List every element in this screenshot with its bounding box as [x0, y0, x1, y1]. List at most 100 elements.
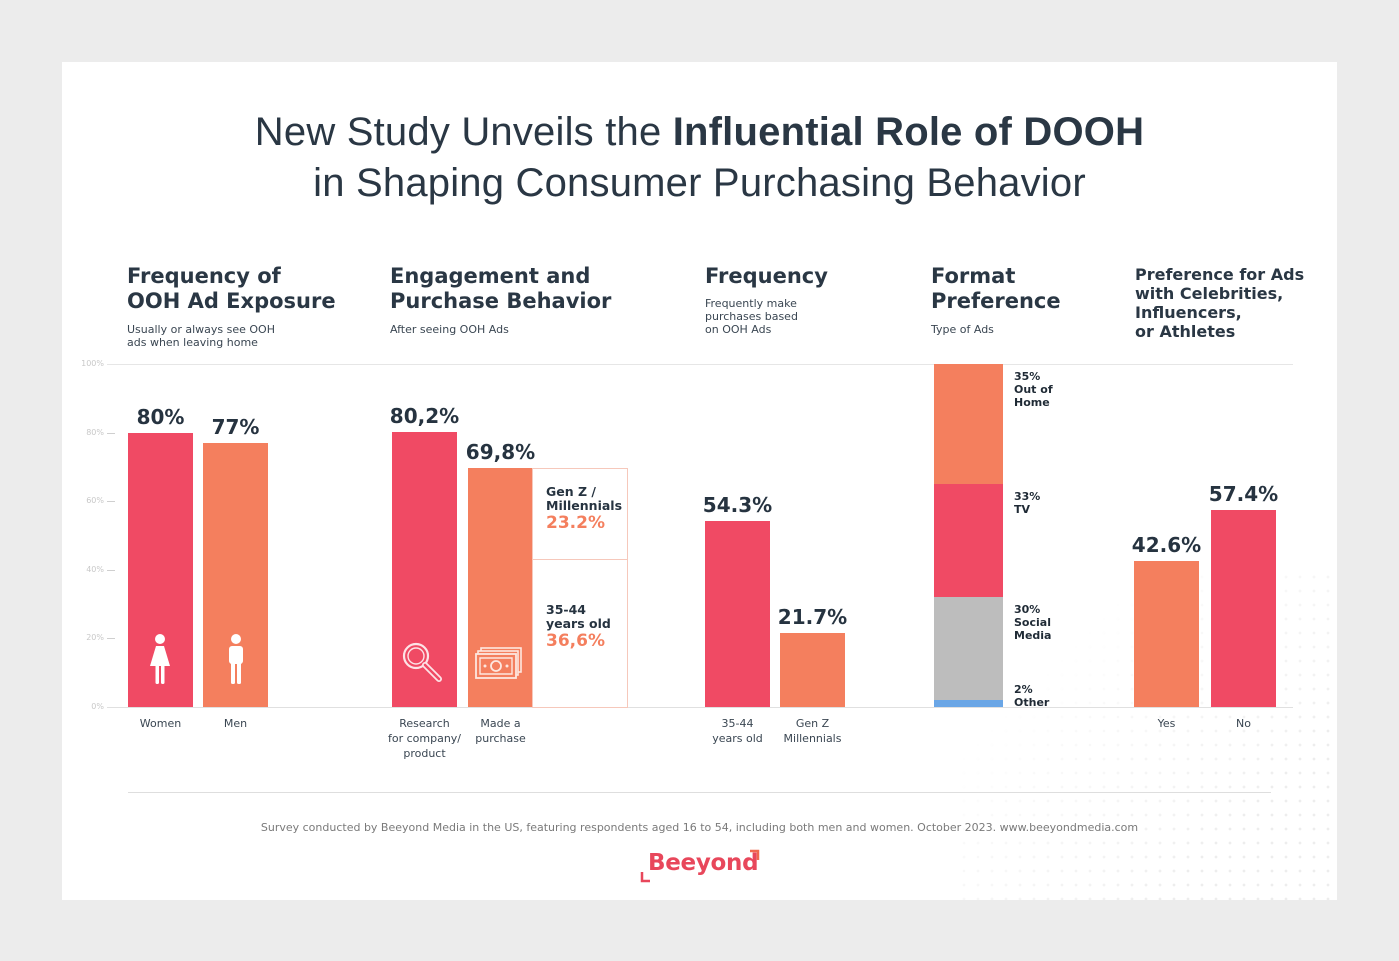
category-label-line: 35-44: [721, 717, 754, 730]
exposure-subtitle-line-1: Usually or always see OOH: [127, 323, 275, 336]
data-label: 54.3%: [702, 492, 773, 517]
celebrity-title: Preference for Ads with Celebrities, Inf…: [1135, 265, 1304, 341]
breakdown-value: 23.2%: [546, 513, 605, 533]
frequency-subtitle-line-1: Frequently make: [705, 297, 797, 310]
frequency-subtitle-line-3: on OOH Ads: [705, 323, 772, 336]
y-tick-label: 0%: [91, 702, 104, 711]
category-label: Research for company/product: [372, 716, 477, 761]
y-tick-label: 40%: [86, 564, 104, 574]
engagement-title-line-2: Purchase Behavior: [390, 289, 612, 313]
exposure-title-line-1: Frequency of: [127, 264, 281, 288]
data-label: 57.4%: [1208, 482, 1279, 507]
segment-label: 33% TV: [1014, 490, 1040, 516]
logo-brackets-icon: [640, 849, 760, 883]
bar-4-1: [1211, 510, 1276, 707]
title-bold-part: Influential Role of DOOH: [672, 110, 1145, 154]
stack-segment-1: [934, 484, 1003, 598]
bar-1-0: [392, 431, 457, 707]
gridline-100: [107, 364, 1293, 365]
category-label-line: Research: [399, 717, 450, 730]
category-label-line: for company/: [387, 732, 462, 745]
exposure-subtitle: Usually or always see OOH ads when leavi…: [127, 323, 275, 349]
format-subtitle: Type of Ads: [931, 323, 994, 336]
breakdown-label-line-1: Gen Z /: [546, 484, 596, 499]
segment-value: 35%: [1014, 370, 1041, 383]
segment-name-line-2: Home: [1014, 396, 1050, 409]
beeyond-logo: Beeyond: [640, 848, 760, 884]
y-tick-label: 100%: [81, 359, 104, 368]
exposure-subtitle-line-2: ads when leaving home: [127, 336, 258, 349]
y-tick-label: 80%: [86, 427, 104, 437]
breakdown-box-35-44: [532, 559, 628, 708]
segment-value: 30%: [1014, 603, 1041, 617]
category-label: 35-44 years old: [685, 716, 790, 746]
frequency-subtitle-line-2: purchases based: [705, 310, 798, 323]
segment-label: 2% Other: [1014, 683, 1049, 709]
category-label-line: Millennials: [783, 732, 842, 745]
data-label: 80,2%: [389, 403, 460, 428]
money-icon: [475, 646, 525, 680]
exposure-title: Frequency of OOH Ad Exposure: [127, 264, 336, 314]
format-title: Format Preference: [931, 264, 1061, 314]
format-title-line-1: Format: [931, 264, 1016, 288]
frequency-title: Frequency: [705, 264, 828, 288]
celebrity-title-line-4: or Athletes: [1135, 322, 1236, 341]
y-tick-mark: [107, 501, 115, 503]
category-label: Gen Z Millennials: [760, 716, 865, 746]
category-label-line: years old: [712, 732, 763, 745]
stack-segment-0: [934, 364, 1003, 485]
celebrity-title-line-2: with Celebrities,: [1135, 284, 1284, 303]
breakdown-label: Gen Z / Millennials: [546, 485, 622, 513]
segment-value: 2%: [1014, 683, 1033, 696]
y-tick-mark: [107, 432, 115, 434]
category-label-line: Made a: [480, 717, 521, 730]
bar-4-0: [1134, 560, 1199, 707]
main-title-line-2: in Shaping Consumer Purchasing Behavior: [313, 161, 1086, 205]
category-label: No: [1236, 717, 1251, 730]
y-tick-mark: [107, 638, 115, 640]
footer-note: Survey conducted by Beeyond Media in the…: [260, 821, 1139, 834]
stack-segment-2: [934, 597, 1003, 701]
celebrity-title-line-1: Preference for Ads: [1135, 265, 1305, 284]
engagement-title: Engagement and Purchase Behavior: [390, 264, 611, 314]
baseline: [107, 707, 1293, 708]
y-tick-label: 20%: [86, 633, 104, 643]
y-tick-label: 60%: [86, 496, 104, 506]
celebrity-title-line-3: Influencers,: [1135, 303, 1242, 322]
data-label: 77%: [211, 414, 260, 439]
woman-icon: [148, 633, 172, 685]
bar-2-1: [780, 632, 845, 707]
category-label-line: purchase: [475, 732, 526, 745]
segment-label: 30% Social Media: [1014, 603, 1051, 642]
data-label: 21.7%: [777, 604, 848, 629]
title-regular-part: New Study Unveils the: [254, 110, 673, 154]
category-label: Men: [223, 717, 248, 730]
breakdown-value: 36,6%: [546, 631, 605, 651]
footer-divider: [128, 792, 1271, 793]
segment-name-line-2: Media: [1014, 629, 1052, 643]
frequency-subtitle: Frequently make purchases based on OOH A…: [705, 297, 798, 336]
segment-name-line-1: Out of: [1014, 383, 1053, 396]
magnifier-icon: [400, 640, 444, 684]
data-label: 42.6%: [1131, 532, 1202, 557]
bar-2-0: [705, 520, 770, 707]
category-label: Yes: [1157, 717, 1176, 730]
category-label: Women: [139, 717, 182, 730]
segment-name-line-1: Social: [1014, 616, 1051, 630]
breakdown-label-line-2: Millennials: [546, 498, 623, 513]
man-icon: [224, 633, 248, 685]
segment-label: 35% Out of Home: [1014, 370, 1053, 409]
category-label-line: Gen Z: [795, 717, 830, 730]
segment-value: 33%: [1014, 490, 1041, 504]
format-title-line-2: Preference: [931, 289, 1061, 313]
segment-name-line-1: Other: [1014, 696, 1050, 709]
breakdown-label: 35-44 years old: [546, 603, 611, 631]
logo-text: Beeyond: [648, 850, 759, 876]
main-title-line-1: New Study Unveils the Influential Role o…: [0, 110, 1399, 155]
breakdown-label-line-1: 35-44: [546, 602, 586, 617]
stack-segment-3: [934, 700, 1003, 707]
y-tick-mark: [107, 569, 115, 571]
breakdown-label-line-2: years old: [546, 616, 611, 631]
engagement-subtitle: After seeing OOH Ads: [390, 323, 509, 336]
data-label: 80%: [136, 404, 185, 429]
